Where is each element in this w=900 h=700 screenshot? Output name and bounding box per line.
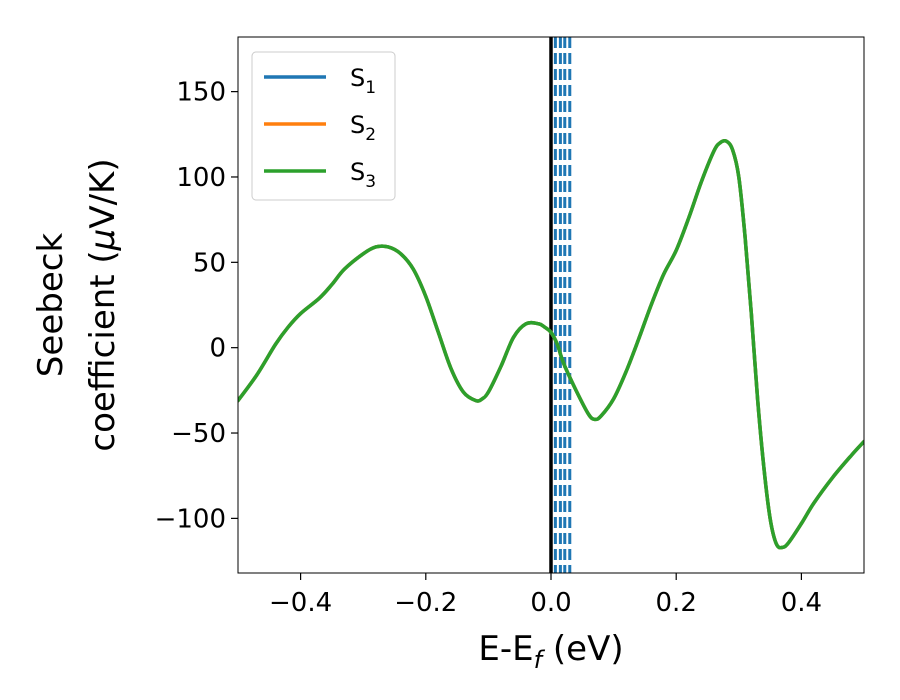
x-tick-label: 0.2 [656, 588, 697, 618]
x-tick-label: −0.2 [394, 588, 457, 618]
y-tick-label: −50 [171, 419, 226, 449]
y-axis-label-line1: Seebeck [31, 233, 71, 378]
y-axis-label-line2: coefficient (μV/K) [83, 158, 123, 451]
x-tick-label: 0.4 [781, 588, 822, 618]
y-tick-label: 150 [176, 78, 226, 108]
legend-box [251, 51, 396, 201]
legend-label-s3: S3 [350, 158, 376, 192]
data-layer [238, 37, 864, 573]
y-tick-label: 50 [193, 248, 226, 278]
y-tick-label: 0 [209, 334, 226, 364]
legend: S1 S2 S3 [251, 51, 396, 201]
legend-label-s1: S1 [350, 64, 376, 98]
ticks-layer: −0.4 −0.2 0.0 0.2 0.4 −100 −50 0 50 100 150 [155, 78, 823, 618]
y-tick-label: −100 [155, 504, 226, 534]
x-axis-label: E-Ef (eV) [478, 629, 623, 674]
series-line-s3 [238, 138, 864, 550]
legend-label-s2: S2 [350, 111, 376, 145]
y-tick-label: 100 [176, 163, 226, 193]
y-axis-label: Seebeck coefficient (μV/K) [31, 158, 123, 451]
x-tick-label: −0.4 [269, 588, 332, 618]
x-tick-label: 0.0 [530, 588, 571, 618]
